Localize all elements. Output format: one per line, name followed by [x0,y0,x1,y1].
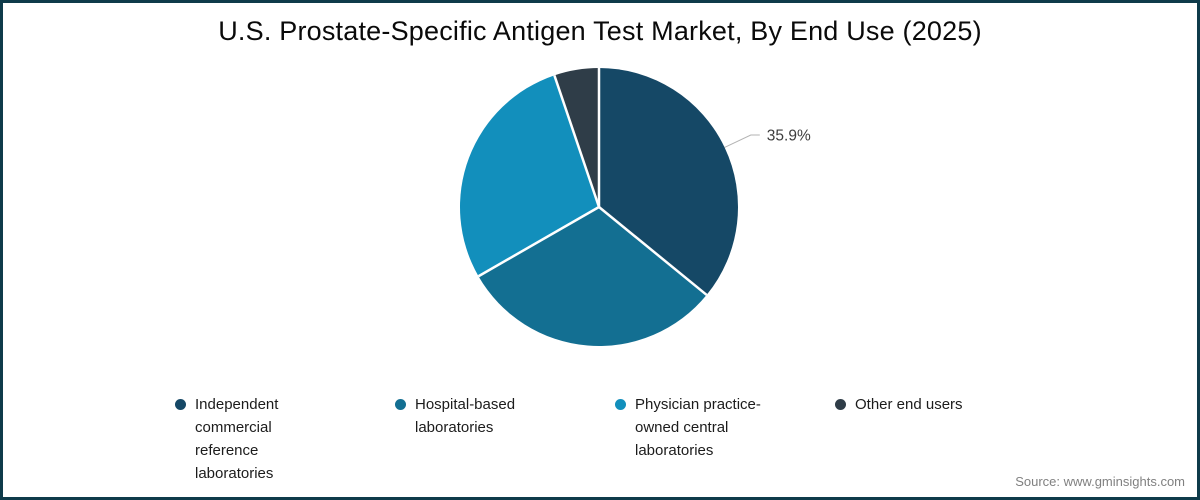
chart-title: U.S. Prostate-Specific Antigen Test Mark… [218,16,982,46]
legend-item-hospital-based-laboratories[interactable]: Hospital-based laboratories [395,393,615,485]
legend-item-physician-practice-owned-central-laboratories[interactable]: Physician practice- owned central labora… [615,393,835,485]
legend-item-independent-commercial-reference-laboratories[interactable]: Independent commercial reference laborat… [175,393,395,485]
data-label-leader-line [724,134,760,148]
legend-swatch-icon [395,399,406,410]
legend: Independent commercial reference laborat… [175,393,1055,485]
slice-separator [477,205,600,278]
legend-swatch-icon [175,399,186,410]
pie-slice-independent-commercial-reference-laboratories[interactable] [599,68,738,295]
slice-separator [553,74,601,208]
legend-item-label: Other end users [855,396,963,413]
pie-slice-hospital-based-laboratories[interactable] [478,207,707,346]
source-attribution: Source: www.gminsights.com [1015,474,1185,489]
pie-data-label: 35.9% [767,127,811,144]
legend-item-label: Independent commercial reference laborat… [195,396,279,482]
legend-item-other-end-users[interactable]: Other end users [835,393,1055,485]
legend-swatch-icon [615,399,626,410]
slice-separator [598,206,708,296]
pie-chart: 35.9% [460,68,811,346]
legend-item-label: Physician practice- owned central labora… [635,396,761,459]
legend-swatch-icon [835,399,846,410]
legend-item-label: Hospital-based laboratories [415,396,516,436]
